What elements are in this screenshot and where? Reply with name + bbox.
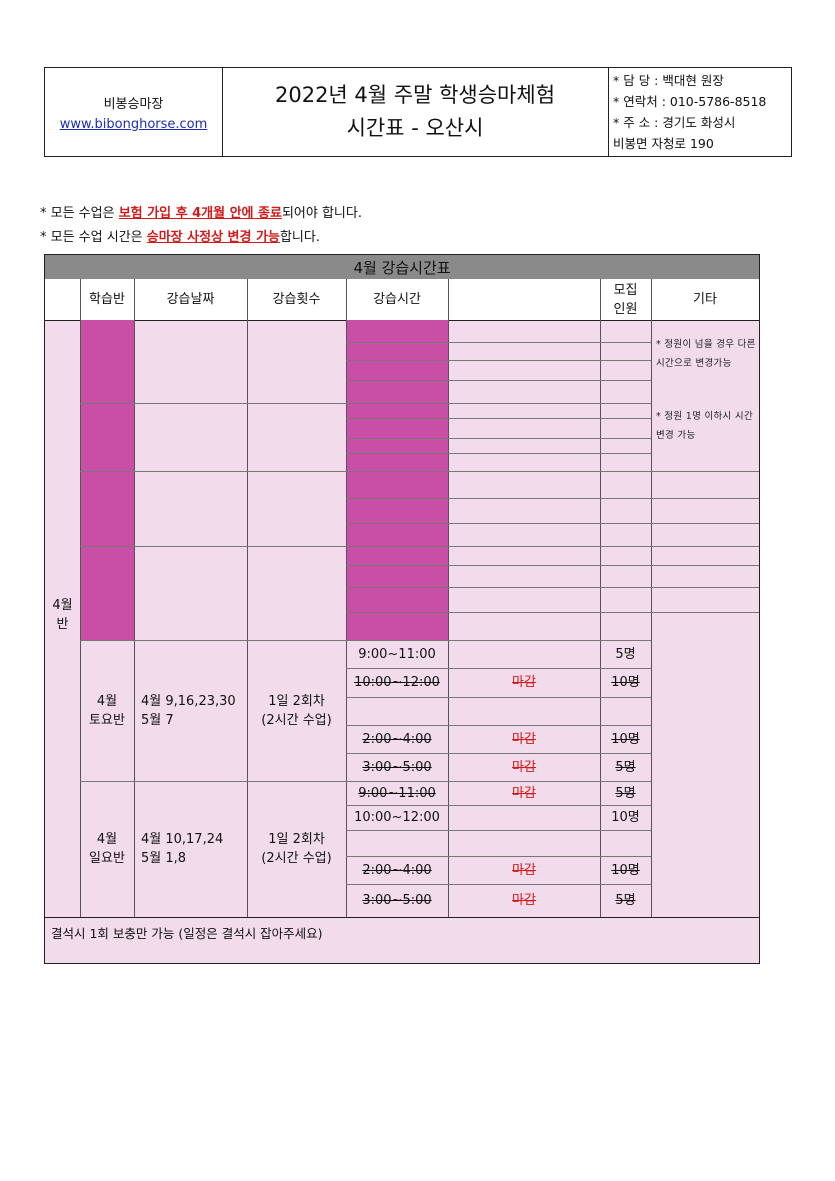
- sunday-dates-line-2: 5월 1,8: [141, 851, 187, 866]
- month-label: 4월 반: [45, 595, 80, 635]
- saturday-class-name: 4월 토요반: [80, 640, 134, 781]
- saturday-name-line-1: 4월: [96, 693, 118, 709]
- org-info: 비봉승마장 www.bibonghorse.com: [45, 68, 223, 156]
- saturday-dates-line-1: 4월 9,16,23,30: [141, 693, 236, 709]
- sunday-status-4: 마감: [512, 862, 536, 878]
- sunday-name-line-2: 일요반: [89, 851, 125, 866]
- header-box: 비봉승마장 www.bibonghorse.com 2022년 4월 주말 학생…: [44, 67, 792, 157]
- saturday-dates: 4월 9,16,23,30 5월 7: [134, 640, 247, 781]
- saturday-sessions-line-1: 1일 2회차: [268, 693, 325, 709]
- saturday-name-line-2: 토요반: [89, 712, 125, 728]
- sunday-name-line-1: 4월: [96, 832, 118, 847]
- sunday-dates: 4월 10,17,24 5월 1,8: [134, 781, 247, 917]
- capacity-header-line-1: 모집: [613, 282, 638, 298]
- note1-prefix: * 모든 수업은: [40, 206, 119, 221]
- sunday-sessions-line-2: (2시간 수업): [261, 851, 332, 866]
- note2-highlight: 승마장 사정상 변경 가능: [146, 230, 280, 245]
- contact-address-2: 비봉면 자청로 190: [613, 136, 714, 151]
- sunday-capacity-4: 10명: [611, 862, 640, 878]
- col-header-capacity: 모집 인원: [600, 279, 651, 320]
- saturday-capacity-1: 5명: [615, 646, 636, 662]
- note-insurance: * 모든 수업은 보험 가입 후 4개월 안에 종료되어야 합니다.: [40, 202, 362, 221]
- saturday-status-5: 마감: [512, 759, 536, 775]
- note1-highlight: 보험 가입 후 4개월 안에 종료: [118, 206, 282, 221]
- saturday-time-4: 2:00~4:00: [362, 731, 432, 747]
- document-title: 2022년 4월 주말 학생승마체험 시간표 - 오산시: [222, 68, 609, 156]
- saturday-capacity-5: 5명: [615, 759, 636, 775]
- col-header-sessions: 강습횟수: [272, 292, 321, 307]
- col-header-dates: 강습날짜: [166, 292, 215, 307]
- col-header-class: 학습반: [89, 292, 125, 307]
- saturday-sessions-line-2: (2시간 수업): [261, 712, 332, 728]
- absence-policy: 결석시 1회 보충만 가능 (일정은 결석시 잡아주세요): [45, 917, 759, 963]
- sunday-sessions: 1일 2회차 (2시간 수업): [247, 781, 346, 917]
- contact-address-1: * 주 소 : 경기도 화성시: [613, 115, 736, 130]
- sunday-time-4: 2:00~4:00: [362, 862, 432, 878]
- contact-info: * 담 당 : 백대현 원장 * 연락처 : 010-5786-8518 * 주…: [608, 68, 791, 156]
- note1-suffix: 되어야 합니다.: [281, 206, 362, 221]
- saturday-status-4: 마감: [512, 731, 536, 747]
- saturday-capacity-4: 10명: [611, 731, 640, 747]
- contact-phone: * 연락처 : 010-5786-8518: [613, 94, 767, 109]
- class-color-block: [80, 320, 134, 640]
- schedule-table: 4월 강습시간표 학습반 강습날짜 강습횟수 강습시간 모집 인원 기타: [44, 254, 760, 964]
- saturday-time-2: 10:00~12:00: [354, 675, 440, 690]
- sunday-capacity-5: 5명: [615, 893, 636, 908]
- etc-note-min-capacity: * 정원 1명 이하시 시간 변경 가능: [656, 411, 753, 441]
- etc-note-capacity-over: * 정원이 넘을 경우 다른시간으로 변경가능: [656, 339, 756, 369]
- contact-manager: * 담 당 : 백대현 원장: [613, 73, 724, 88]
- title-line-2: 시간표 - 오산시: [346, 116, 484, 140]
- saturday-dates-line-2: 5월 7: [141, 712, 174, 728]
- saturday-capacity-2: 10명: [611, 675, 640, 690]
- sunday-time-1: 9:00~11:00: [358, 785, 436, 801]
- website-link[interactable]: www.bibonghorse.com: [59, 116, 208, 132]
- time-color-block: [346, 320, 448, 640]
- sunday-capacity-2: 10명: [611, 810, 640, 825]
- org-name: 비봉승마장: [103, 96, 164, 112]
- sunday-time-2: 10:00~12:00: [354, 810, 440, 825]
- table-title: 4월 강습시간표: [45, 255, 759, 280]
- title-line-1: 2022년 4월 주말 학생승마체험: [274, 83, 556, 107]
- note-schedule-change: * 모든 수업 시간은 승마장 사정상 변경 가능합니다.: [40, 226, 320, 245]
- month-label-line-2: 반: [56, 617, 69, 632]
- capacity-header-line-2: 인원: [613, 301, 638, 317]
- note2-prefix: * 모든 수업 시간은: [40, 230, 147, 245]
- sunday-dates-line-1: 4월 10,17,24: [141, 832, 224, 847]
- note2-suffix: 합니다.: [279, 230, 320, 245]
- col-header-etc: 기타: [693, 292, 717, 307]
- col-header-times: 강습시간: [373, 292, 421, 307]
- sunday-class-name: 4월 일요반: [80, 781, 134, 917]
- sunday-status-1: 마감: [512, 785, 536, 801]
- sunday-status-5: 마감: [512, 893, 536, 908]
- saturday-status-2: 마감: [512, 675, 536, 690]
- saturday-time-5: 3:00~5:00: [362, 759, 432, 775]
- sunday-sessions-line-1: 1일 2회차: [268, 832, 325, 847]
- sunday-time-5: 3:00~5:00: [362, 893, 432, 908]
- month-label-line-1: 4월: [52, 598, 73, 613]
- sunday-capacity-1: 5명: [615, 785, 636, 801]
- saturday-sessions: 1일 2회차 (2시간 수업): [247, 640, 346, 781]
- saturday-time-1: 9:00~11:00: [358, 646, 436, 662]
